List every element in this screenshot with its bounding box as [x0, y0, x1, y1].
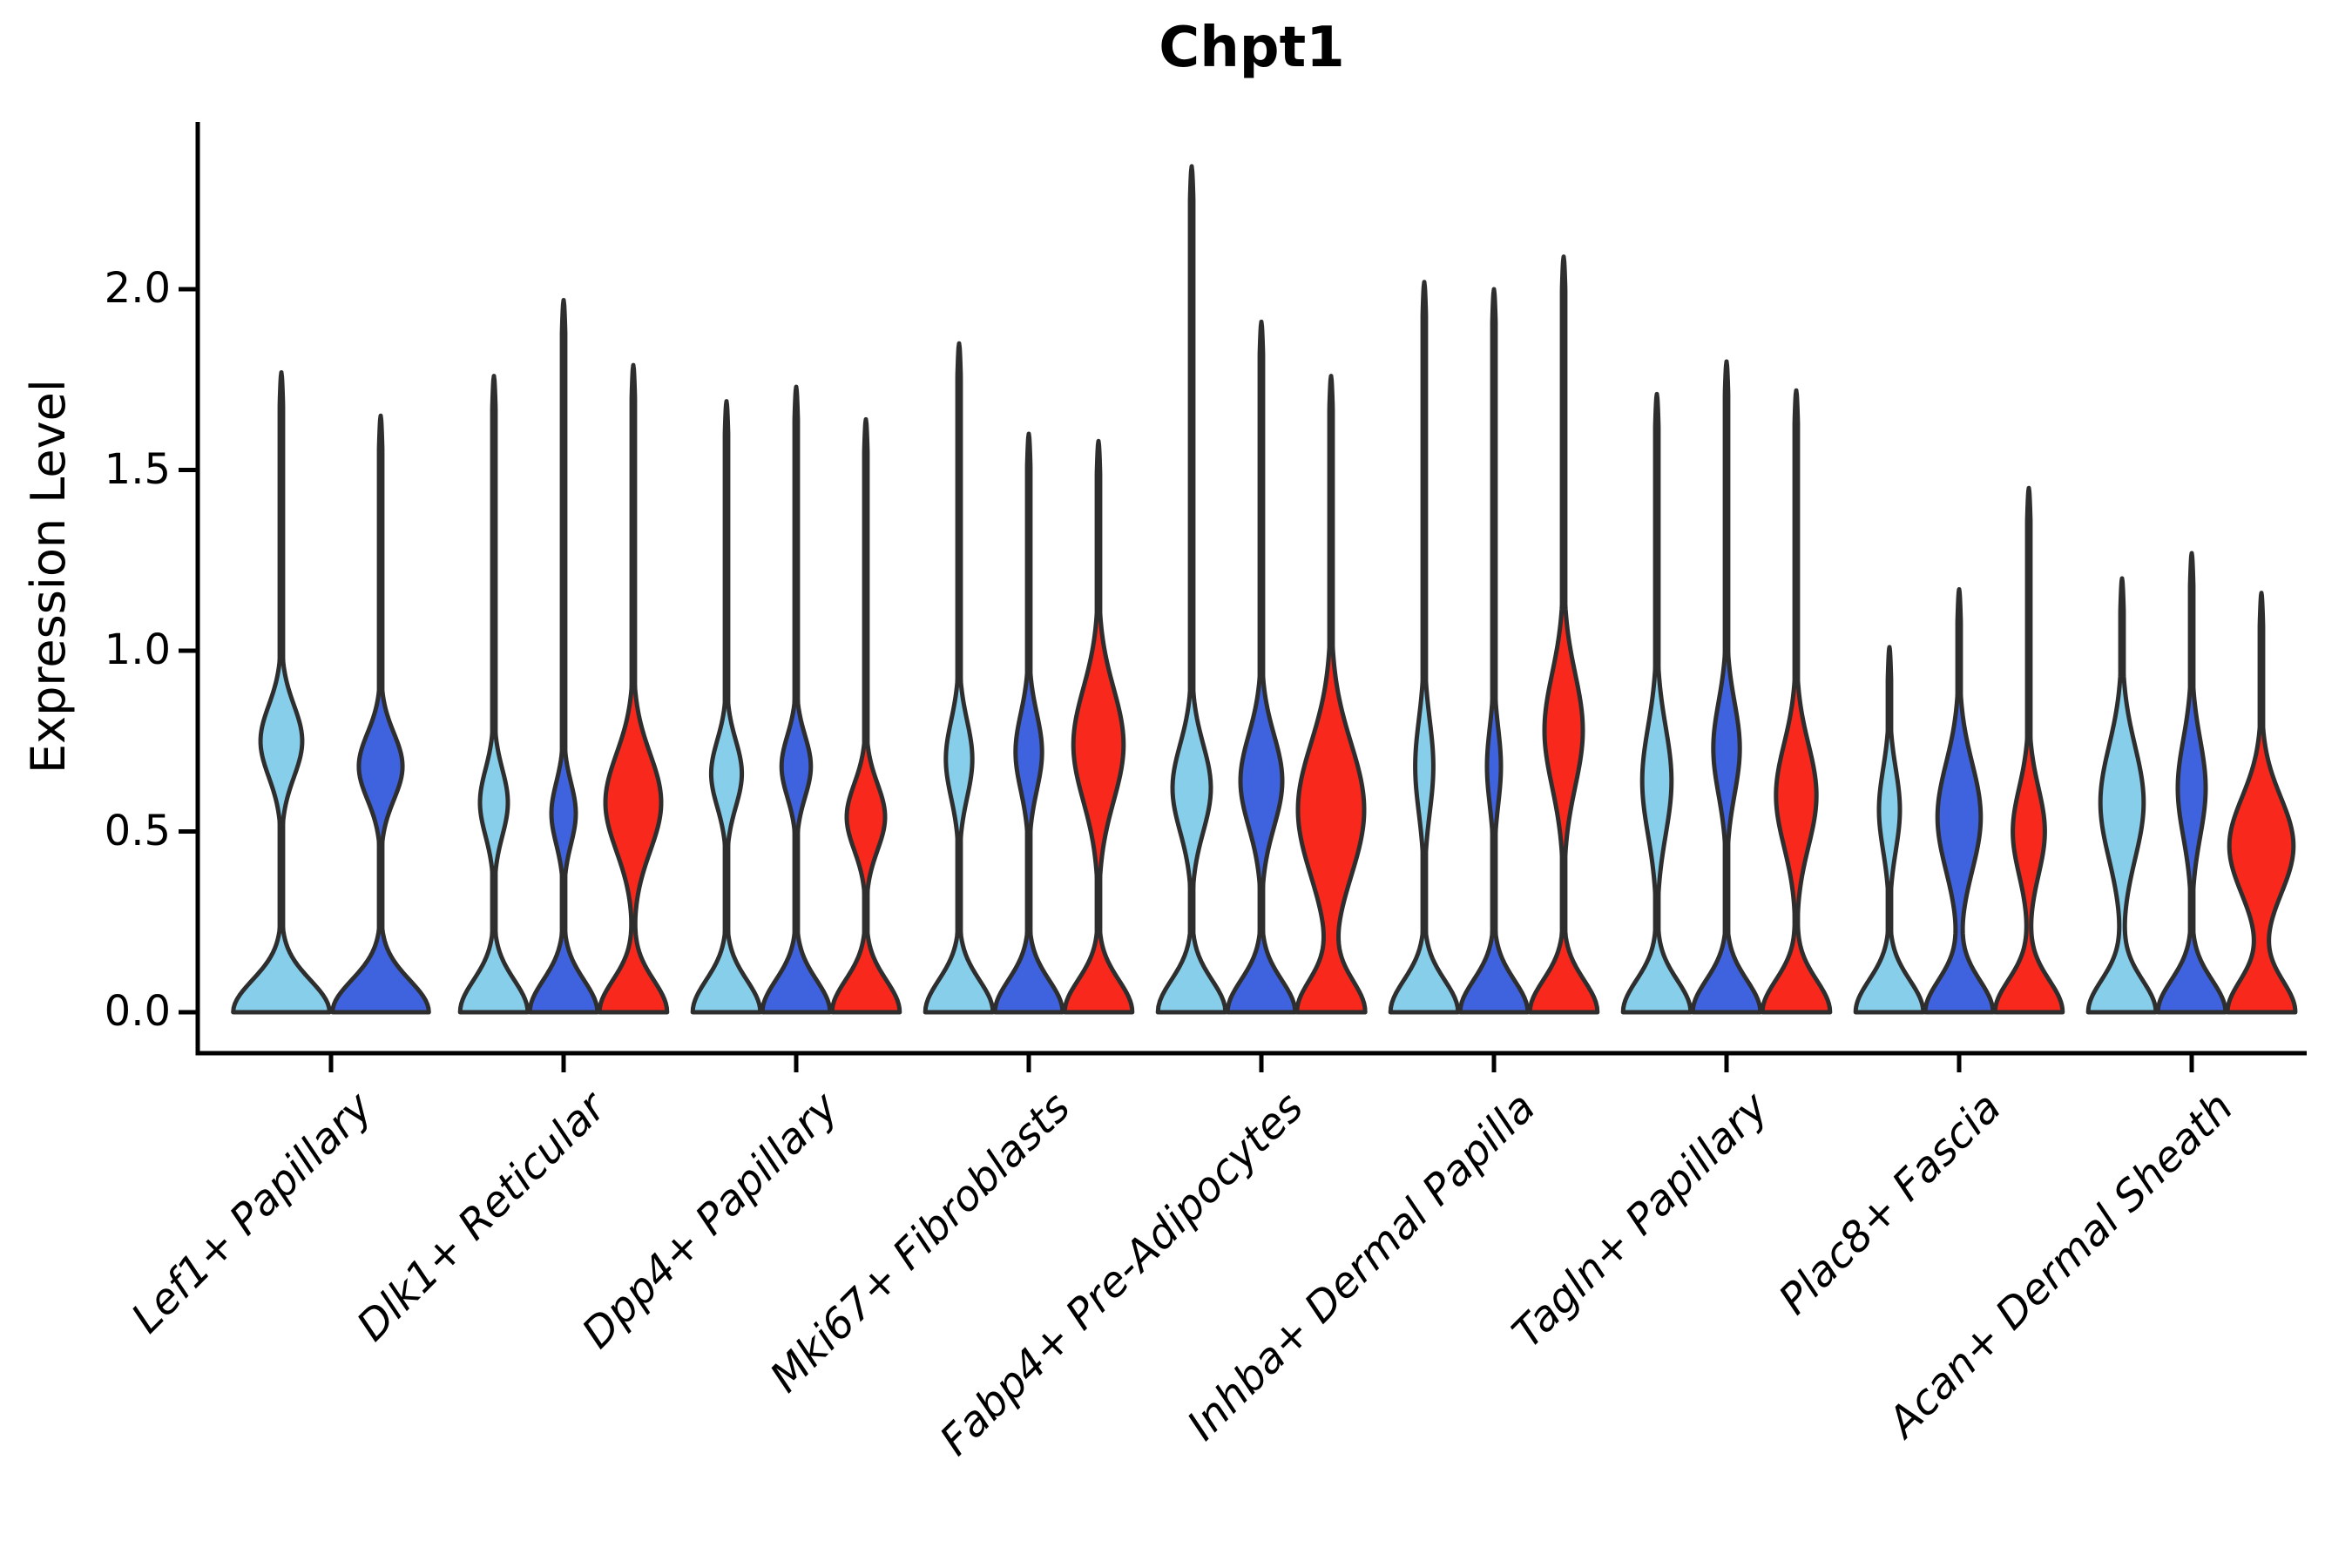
violin-royal-blue-8 [1923, 586, 1996, 1015]
violin-light-blue-3 [690, 399, 763, 1015]
violin-light-blue-2 [457, 374, 531, 1015]
violin-light-blue-6 [1388, 280, 1461, 1015]
violin-light-blue-5 [1155, 164, 1228, 1015]
violin-red-4 [1062, 438, 1135, 1015]
y-tick-label: 2.0 [104, 264, 171, 313]
violin-light-blue-7 [1620, 391, 1693, 1015]
violin-light-blue-8 [1853, 645, 1926, 1015]
y-tick-label: 1.0 [104, 625, 171, 674]
violin-light-blue-1 [231, 369, 332, 1015]
violin-red-7 [1760, 388, 1833, 1015]
violin-light-blue-4 [923, 341, 996, 1015]
violin-red-9 [2225, 591, 2298, 1015]
violin-royal-blue-5 [1225, 319, 1298, 1015]
violin-red-3 [829, 416, 902, 1015]
violin-royal-blue-3 [760, 384, 833, 1015]
violin-royal-blue-2 [527, 297, 600, 1015]
violin-red-6 [1527, 254, 1600, 1015]
violin-red-5 [1294, 374, 1368, 1015]
violin-royal-blue-1 [330, 413, 431, 1015]
violin-red-8 [1992, 485, 2065, 1015]
violin-light-blue-9 [2085, 576, 2159, 1015]
y-tick-label: 0.0 [104, 987, 171, 1036]
y-axis-title: Expression Level [21, 379, 76, 774]
y-tick-label: 1.5 [104, 444, 171, 494]
violin-royal-blue-9 [2155, 551, 2228, 1015]
violin-red-2 [597, 362, 670, 1015]
violin-royal-blue-4 [992, 431, 1065, 1015]
y-tick-label: 0.5 [104, 806, 171, 855]
chart-title: Chpt1 [1159, 16, 1345, 80]
violin-royal-blue-7 [1690, 359, 1763, 1015]
violin-royal-blue-6 [1457, 287, 1531, 1015]
